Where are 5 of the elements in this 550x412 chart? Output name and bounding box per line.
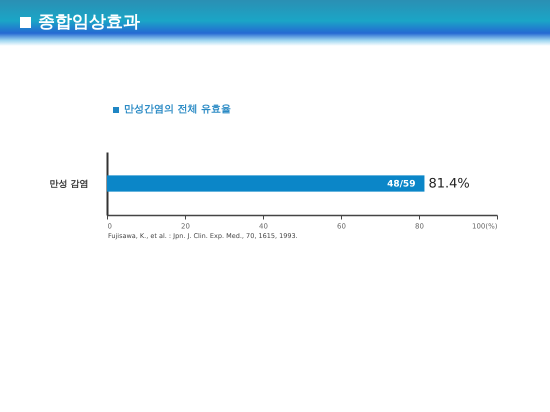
annotation: 48/59: [387, 180, 416, 190]
data-label: 81.4%: [428, 176, 470, 192]
y-tick-label: 만성 감염: [49, 180, 88, 190]
chart-subtitle: 만성간염의 전체 유효율: [124, 103, 231, 116]
chart-title: 종합임상효과: [38, 12, 140, 32]
